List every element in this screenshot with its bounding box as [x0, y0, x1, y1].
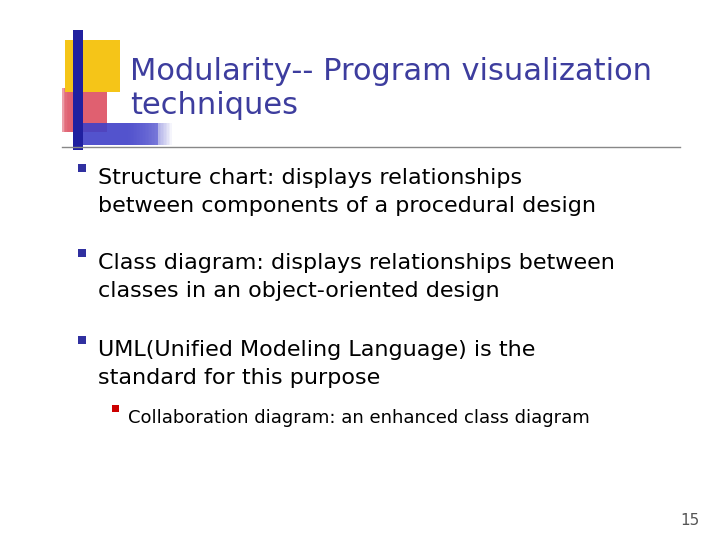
Bar [73, 123, 146, 145]
Bar [77, 88, 107, 132]
Bar [112, 405, 119, 412]
Text: UML(Unified Modeling Language) is the
standard for this purpose: UML(Unified Modeling Language) is the st… [98, 340, 536, 388]
Bar [71, 88, 107, 132]
Bar [73, 30, 83, 150]
Bar [73, 123, 167, 145]
Bar [73, 123, 160, 145]
Bar [73, 123, 130, 145]
Bar [76, 88, 107, 132]
Bar [78, 164, 86, 172]
Bar [73, 123, 158, 145]
Bar [78, 88, 107, 132]
Bar [73, 123, 134, 145]
Text: Structure chart: displays relationships
between components of a procedural desig: Structure chart: displays relationships … [98, 168, 596, 216]
Bar [89, 88, 107, 132]
Bar [65, 88, 107, 132]
Bar [73, 123, 153, 145]
Bar [78, 249, 86, 257]
Bar [73, 123, 150, 145]
Text: Collaboration diagram: an enhanced class diagram: Collaboration diagram: an enhanced class… [128, 409, 590, 427]
Bar [73, 123, 135, 145]
Bar [78, 336, 86, 344]
Bar [73, 123, 131, 145]
Bar [73, 123, 158, 145]
Bar [73, 123, 142, 145]
Text: Modularity-- Program visualization: Modularity-- Program visualization [130, 57, 652, 86]
Text: Class diagram: displays relationships between
classes in an object-oriented desi: Class diagram: displays relationships be… [98, 253, 615, 301]
Bar [88, 88, 107, 132]
Bar [73, 123, 145, 145]
Bar [65, 40, 120, 92]
Bar [73, 123, 164, 145]
Bar [91, 88, 107, 132]
Bar [73, 123, 128, 145]
Bar [74, 88, 107, 132]
Bar [83, 88, 107, 132]
Bar [73, 123, 138, 145]
Bar [81, 88, 107, 132]
Bar [62, 88, 107, 132]
Bar [86, 88, 107, 132]
Bar [80, 88, 107, 132]
Bar [73, 123, 171, 145]
Bar [73, 123, 140, 145]
Bar [70, 88, 107, 132]
Bar [73, 88, 107, 132]
Text: techniques: techniques [130, 91, 298, 119]
Bar [73, 123, 161, 145]
Bar [73, 123, 168, 145]
Bar [73, 123, 149, 145]
Bar [73, 123, 163, 145]
Bar [73, 123, 152, 145]
Bar [73, 123, 170, 145]
Bar [84, 88, 107, 132]
Bar [66, 88, 107, 132]
Bar [68, 88, 107, 132]
Bar [73, 123, 166, 145]
Bar [73, 123, 137, 145]
Bar [73, 123, 148, 145]
Bar [73, 123, 155, 145]
Text: 15: 15 [680, 513, 700, 528]
Bar [73, 123, 132, 145]
Bar [73, 123, 143, 145]
Bar [73, 123, 156, 145]
Bar [63, 88, 107, 132]
